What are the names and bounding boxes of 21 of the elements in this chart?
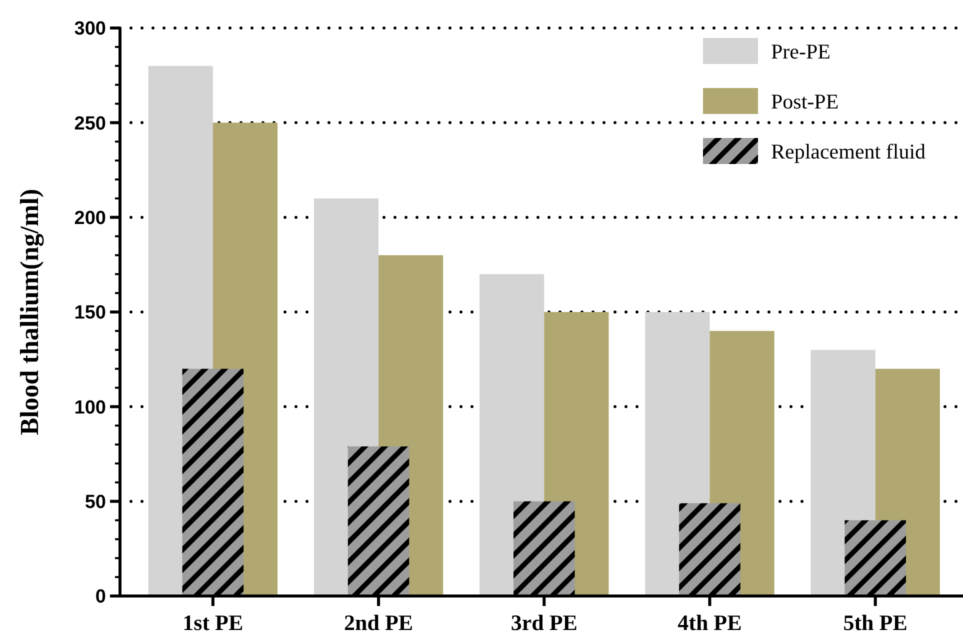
y-axis-title: Blood thallium(ng/ml) xyxy=(15,188,44,436)
x-tick-label: 1st PE xyxy=(182,610,244,635)
y-tick-label: 150 xyxy=(74,302,106,324)
bar xyxy=(513,501,575,596)
y-tick-label: 200 xyxy=(74,208,106,229)
legend-label: Pre-PE xyxy=(771,39,830,64)
y-tick-label: 100 xyxy=(74,397,106,418)
bar xyxy=(679,503,740,596)
bar xyxy=(348,446,410,596)
legend-label: Post-PE xyxy=(771,89,839,114)
x-tick-label: 2nd PE xyxy=(344,610,414,635)
bar xyxy=(182,368,244,596)
y-tick-label: 0 xyxy=(95,586,106,608)
y-tick-label: 250 xyxy=(74,113,106,134)
x-tick-label: 5th PE xyxy=(843,610,908,635)
y-tick-label: 300 xyxy=(74,18,106,40)
legend-label: Replacement fluid xyxy=(771,139,926,164)
x-tick-label: 4th PE xyxy=(678,610,742,635)
bar xyxy=(844,520,906,596)
y-tick-label: 50 xyxy=(84,492,106,513)
x-tick-label: 3rd PE xyxy=(510,610,578,635)
